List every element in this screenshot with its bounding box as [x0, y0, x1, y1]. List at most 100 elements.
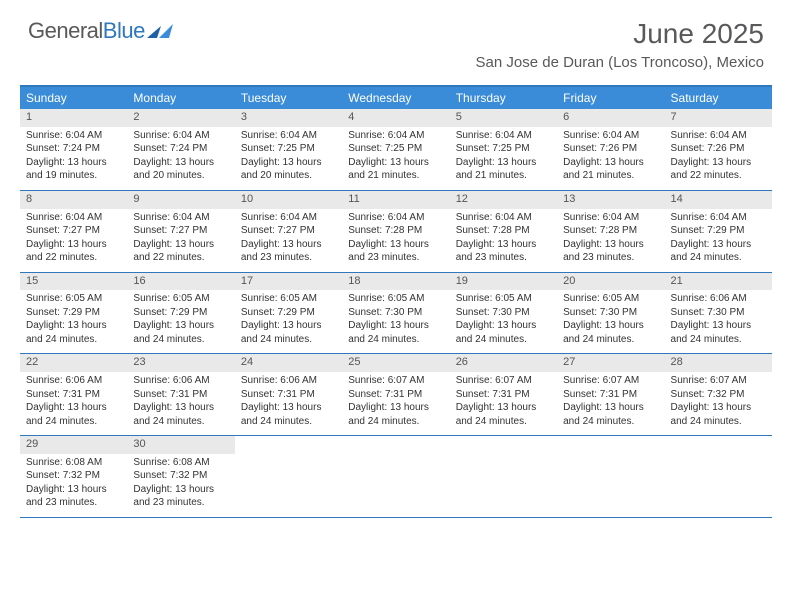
sunset-text: Sunset: 7:30 PM — [563, 307, 658, 320]
daylight-text: Daylight: 13 hours — [671, 157, 766, 170]
daylight-text: and 23 minutes. — [241, 252, 336, 265]
day-cell: 8Sunrise: 6:04 AMSunset: 7:27 PMDaylight… — [20, 191, 127, 272]
weekday-label: Friday — [557, 87, 664, 109]
daylight-text: and 24 minutes. — [133, 334, 228, 347]
daylight-text: Daylight: 13 hours — [133, 402, 228, 415]
day-number: 9 — [127, 191, 234, 209]
day-number: 8 — [20, 191, 127, 209]
day-detail: Sunrise: 6:06 AMSunset: 7:31 PMDaylight:… — [127, 372, 234, 435]
day-number: 13 — [557, 191, 664, 209]
sunset-text: Sunset: 7:31 PM — [563, 389, 658, 402]
day-cell: 20Sunrise: 6:05 AMSunset: 7:30 PMDayligh… — [557, 273, 664, 354]
sunset-text: Sunset: 7:31 PM — [456, 389, 551, 402]
day-detail: Sunrise: 6:05 AMSunset: 7:29 PMDaylight:… — [235, 290, 342, 353]
day-number: 27 — [557, 354, 664, 372]
sunset-text: Sunset: 7:24 PM — [133, 143, 228, 156]
daylight-text: and 24 minutes. — [348, 416, 443, 429]
sunset-text: Sunset: 7:31 PM — [133, 389, 228, 402]
daylight-text: Daylight: 13 hours — [241, 320, 336, 333]
daylight-text: Daylight: 13 hours — [456, 320, 551, 333]
sunrise-text: Sunrise: 6:04 AM — [563, 130, 658, 143]
day-cell: 12Sunrise: 6:04 AMSunset: 7:28 PMDayligh… — [450, 191, 557, 272]
day-detail: Sunrise: 6:04 AMSunset: 7:27 PMDaylight:… — [127, 209, 234, 272]
daylight-text: and 24 minutes. — [26, 334, 121, 347]
sunset-text: Sunset: 7:31 PM — [241, 389, 336, 402]
sunset-text: Sunset: 7:31 PM — [348, 389, 443, 402]
sunset-text: Sunset: 7:27 PM — [133, 225, 228, 238]
sunset-text: Sunset: 7:29 PM — [133, 307, 228, 320]
location-subtitle: San Jose de Duran (Los Troncoso), Mexico — [476, 54, 764, 71]
day-detail: Sunrise: 6:04 AMSunset: 7:26 PMDaylight:… — [557, 127, 664, 190]
week-row: 8Sunrise: 6:04 AMSunset: 7:27 PMDaylight… — [20, 191, 772, 273]
daylight-text: Daylight: 13 hours — [456, 402, 551, 415]
daylight-text: and 19 minutes. — [26, 170, 121, 183]
day-cell: .. — [665, 436, 772, 517]
day-number: 15 — [20, 273, 127, 291]
day-cell: 3Sunrise: 6:04 AMSunset: 7:25 PMDaylight… — [235, 109, 342, 190]
sunrise-text: Sunrise: 6:08 AM — [26, 457, 121, 470]
daylight-text: Daylight: 13 hours — [348, 402, 443, 415]
daylight-text: Daylight: 13 hours — [563, 402, 658, 415]
sunrise-text: Sunrise: 6:04 AM — [26, 212, 121, 225]
daylight-text: and 23 minutes. — [348, 252, 443, 265]
day-number: 29 — [20, 436, 127, 454]
day-detail: Sunrise: 6:04 AMSunset: 7:27 PMDaylight:… — [235, 209, 342, 272]
daylight-text: Daylight: 13 hours — [133, 157, 228, 170]
day-detail: Sunrise: 6:06 AMSunset: 7:31 PMDaylight:… — [235, 372, 342, 435]
sunrise-text: Sunrise: 6:04 AM — [241, 212, 336, 225]
day-detail: Sunrise: 6:05 AMSunset: 7:29 PMDaylight:… — [127, 290, 234, 353]
day-number: 4 — [342, 109, 449, 127]
daylight-text: Daylight: 13 hours — [456, 157, 551, 170]
sunrise-text: Sunrise: 6:08 AM — [133, 457, 228, 470]
weekday-label: Wednesday — [342, 87, 449, 109]
daylight-text: and 24 minutes. — [563, 334, 658, 347]
day-cell: 28Sunrise: 6:07 AMSunset: 7:32 PMDayligh… — [665, 354, 772, 435]
sunrise-text: Sunrise: 6:04 AM — [133, 212, 228, 225]
sunset-text: Sunset: 7:30 PM — [348, 307, 443, 320]
day-number: 5 — [450, 109, 557, 127]
day-detail: Sunrise: 6:07 AMSunset: 7:31 PMDaylight:… — [557, 372, 664, 435]
sunset-text: Sunset: 7:26 PM — [671, 143, 766, 156]
day-cell: 22Sunrise: 6:06 AMSunset: 7:31 PMDayligh… — [20, 354, 127, 435]
day-number: 23 — [127, 354, 234, 372]
day-number: 22 — [20, 354, 127, 372]
sunset-text: Sunset: 7:27 PM — [26, 225, 121, 238]
week-row: 22Sunrise: 6:06 AMSunset: 7:31 PMDayligh… — [20, 354, 772, 436]
daylight-text: Daylight: 13 hours — [671, 402, 766, 415]
day-detail: Sunrise: 6:04 AMSunset: 7:28 PMDaylight:… — [342, 209, 449, 272]
daylight-text: and 23 minutes. — [456, 252, 551, 265]
sunrise-text: Sunrise: 6:04 AM — [26, 130, 121, 143]
day-cell: 30Sunrise: 6:08 AMSunset: 7:32 PMDayligh… — [127, 436, 234, 517]
sunrise-text: Sunrise: 6:04 AM — [456, 130, 551, 143]
sunset-text: Sunset: 7:32 PM — [671, 389, 766, 402]
day-cell: .. — [235, 436, 342, 517]
sunrise-text: Sunrise: 6:06 AM — [241, 375, 336, 388]
sunrise-text: Sunrise: 6:05 AM — [241, 293, 336, 306]
day-number: 30 — [127, 436, 234, 454]
daylight-text: and 24 minutes. — [563, 416, 658, 429]
day-cell: 18Sunrise: 6:05 AMSunset: 7:30 PMDayligh… — [342, 273, 449, 354]
sunrise-text: Sunrise: 6:04 AM — [133, 130, 228, 143]
day-cell: 11Sunrise: 6:04 AMSunset: 7:28 PMDayligh… — [342, 191, 449, 272]
daylight-text: and 24 minutes. — [456, 416, 551, 429]
daylight-text: and 24 minutes. — [26, 416, 121, 429]
day-cell: .. — [342, 436, 449, 517]
daylight-text: and 22 minutes. — [133, 252, 228, 265]
title-block: June 2025 San Jose de Duran (Los Troncos… — [476, 18, 764, 71]
daylight-text: and 24 minutes. — [671, 252, 766, 265]
day-number: 20 — [557, 273, 664, 291]
sunset-text: Sunset: 7:32 PM — [26, 470, 121, 483]
daylight-text: Daylight: 13 hours — [348, 320, 443, 333]
daylight-text: and 21 minutes. — [348, 170, 443, 183]
daylight-text: and 22 minutes. — [26, 252, 121, 265]
day-cell: 4Sunrise: 6:04 AMSunset: 7:25 PMDaylight… — [342, 109, 449, 190]
day-cell: 16Sunrise: 6:05 AMSunset: 7:29 PMDayligh… — [127, 273, 234, 354]
day-number: 6 — [557, 109, 664, 127]
day-number: 25 — [342, 354, 449, 372]
daylight-text: Daylight: 13 hours — [671, 239, 766, 252]
sunrise-text: Sunrise: 6:05 AM — [563, 293, 658, 306]
sunset-text: Sunset: 7:25 PM — [241, 143, 336, 156]
day-detail: Sunrise: 6:04 AMSunset: 7:24 PMDaylight:… — [20, 127, 127, 190]
sunrise-text: Sunrise: 6:07 AM — [563, 375, 658, 388]
day-number: 11 — [342, 191, 449, 209]
